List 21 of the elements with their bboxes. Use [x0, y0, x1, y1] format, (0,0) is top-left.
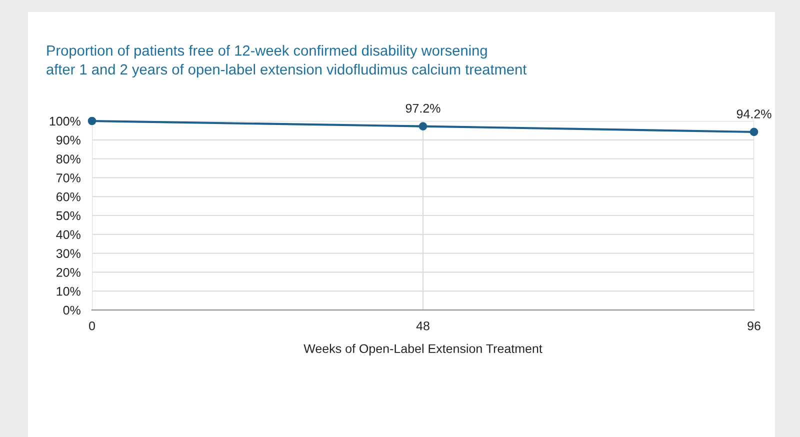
y-tick-label: 20% — [56, 268, 80, 277]
chart-title: Proportion of patients free of 12-week confirmed disability worsening after 1 and 2 years of open-label extension vidofludimus calcium treatment — [46, 45, 527, 78]
x-axis-title: Weeks of Open-Label Extension Treatment — [304, 344, 542, 356]
point — [418, 122, 428, 130]
x-tick-label: 48 — [416, 321, 430, 330]
y-tick-label: 60% — [56, 192, 80, 202]
y-tick-label: 50% — [56, 211, 80, 220]
data-label: 97.2% — [406, 104, 440, 113]
x-tick-label: 0 — [89, 321, 95, 330]
y-tick-label: 70% — [56, 174, 80, 182]
y-tick-label: 40% — [56, 230, 80, 240]
y-tick-label: 100% — [50, 116, 80, 126]
data-label: 94.2% — [736, 110, 772, 118]
y-tick-label: 90% — [56, 136, 80, 145]
point — [750, 128, 758, 136]
y-tick-label: 0% — [63, 306, 80, 315]
y-tick-label: 80% — [56, 154, 80, 164]
y-tick-label: 30% — [56, 249, 80, 258]
point — [88, 116, 96, 126]
x-tick-label: 96 — [748, 321, 760, 330]
y-tick-label: 10% — [56, 286, 80, 296]
